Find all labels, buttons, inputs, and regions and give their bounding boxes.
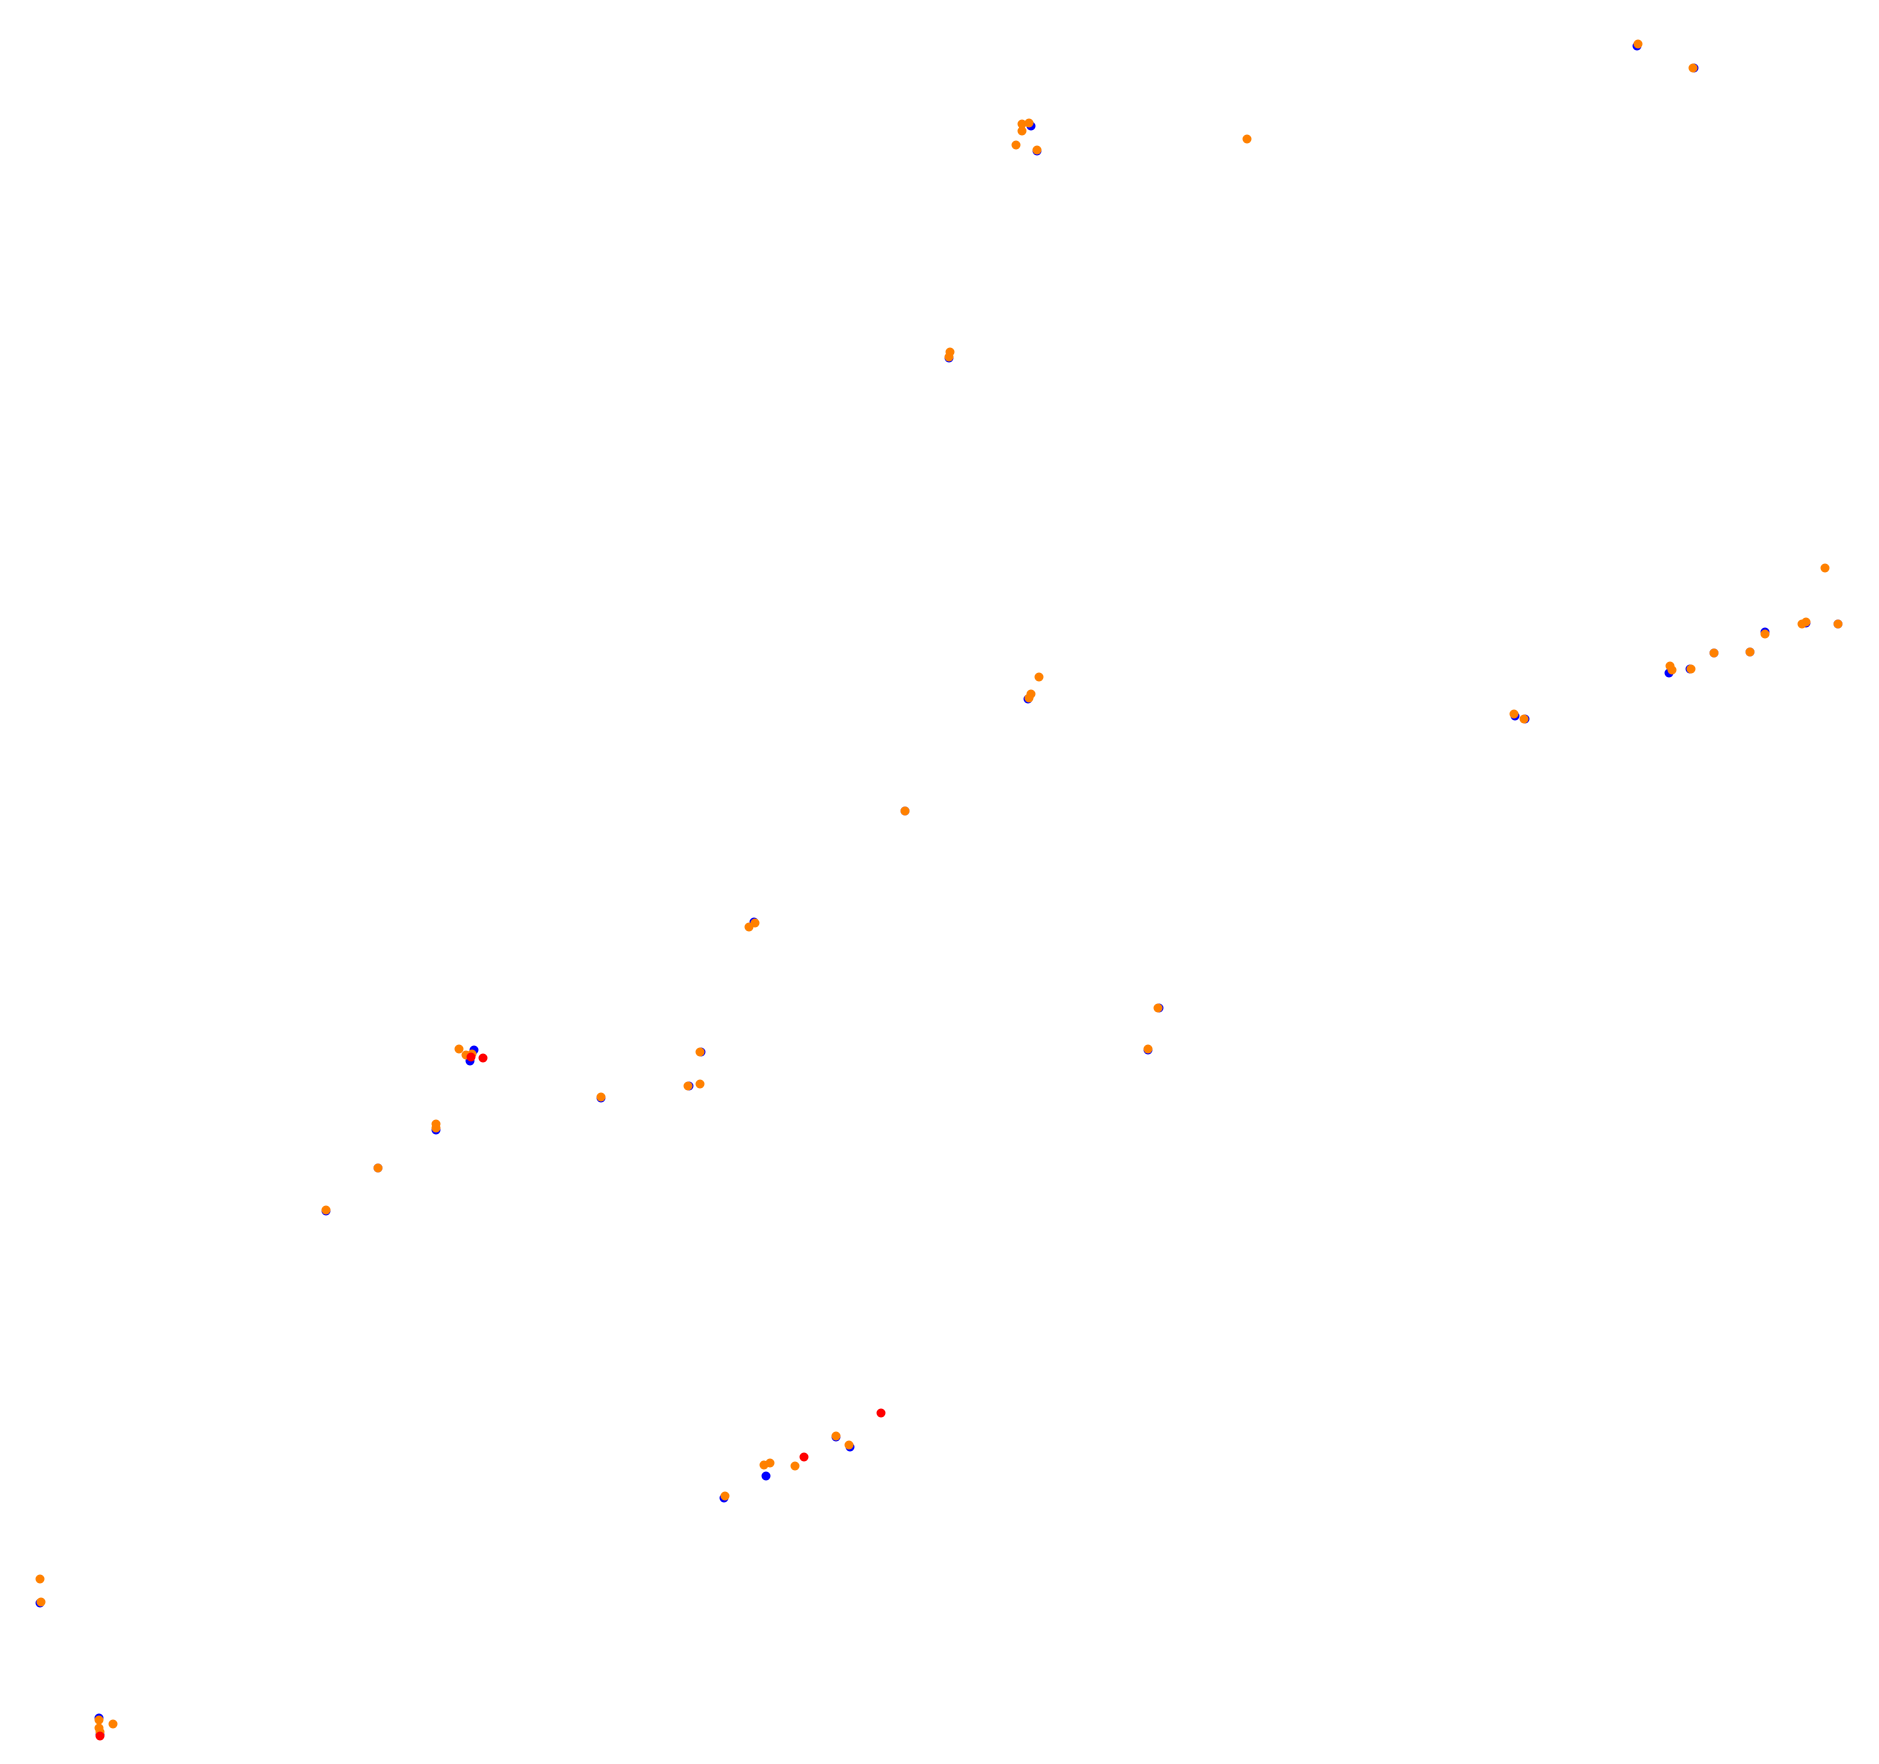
- data-point: [1143, 1044, 1153, 1054]
- data-point: [1633, 39, 1643, 49]
- data-point: [831, 1431, 841, 1441]
- data-point: [1801, 617, 1811, 627]
- data-point: [1833, 619, 1843, 629]
- data-point: [720, 1491, 730, 1501]
- data-point: [683, 1081, 693, 1091]
- data-point: [1153, 1003, 1163, 1013]
- data-point: [1688, 63, 1698, 73]
- data-point: [95, 1731, 105, 1741]
- data-point: [321, 1205, 331, 1215]
- data-point: [1017, 119, 1027, 129]
- data-point: [478, 1053, 488, 1063]
- data-point: [765, 1458, 775, 1468]
- data-point: [1820, 563, 1830, 573]
- data-point: [35, 1574, 45, 1584]
- data-point: [108, 1719, 118, 1729]
- data-point: [944, 352, 954, 362]
- data-point: [1024, 118, 1034, 128]
- data-point: [36, 1597, 46, 1607]
- data-point: [1242, 134, 1252, 144]
- data-point: [94, 1715, 104, 1725]
- series-layer: [35, 39, 1843, 1741]
- data-point: [1519, 714, 1529, 724]
- data-point: [1745, 647, 1755, 657]
- data-point: [790, 1461, 800, 1471]
- data-point: [596, 1092, 606, 1102]
- data-point: [761, 1471, 771, 1481]
- data-point: [799, 1452, 809, 1462]
- data-point: [1760, 629, 1770, 639]
- data-point: [1686, 664, 1696, 674]
- data-point: [750, 918, 760, 928]
- data-point: [1011, 140, 1021, 150]
- data-point: [1509, 709, 1519, 719]
- data-point: [1709, 648, 1719, 658]
- data-point: [1017, 126, 1027, 136]
- data-point: [431, 1123, 441, 1133]
- data-point: [695, 1047, 705, 1057]
- data-point: [695, 1079, 705, 1089]
- data-point: [844, 1440, 854, 1450]
- series-2: [95, 1052, 886, 1741]
- data-point: [466, 1052, 476, 1062]
- data-point: [373, 1163, 383, 1173]
- series-0: [35, 41, 1843, 1740]
- data-point: [876, 1408, 886, 1418]
- series-1: [35, 39, 1843, 1737]
- data-point: [900, 806, 910, 816]
- data-point: [1034, 672, 1044, 682]
- data-point: [454, 1044, 464, 1054]
- data-point: [1667, 665, 1677, 675]
- data-point: [1024, 693, 1034, 703]
- data-point: [1032, 145, 1042, 155]
